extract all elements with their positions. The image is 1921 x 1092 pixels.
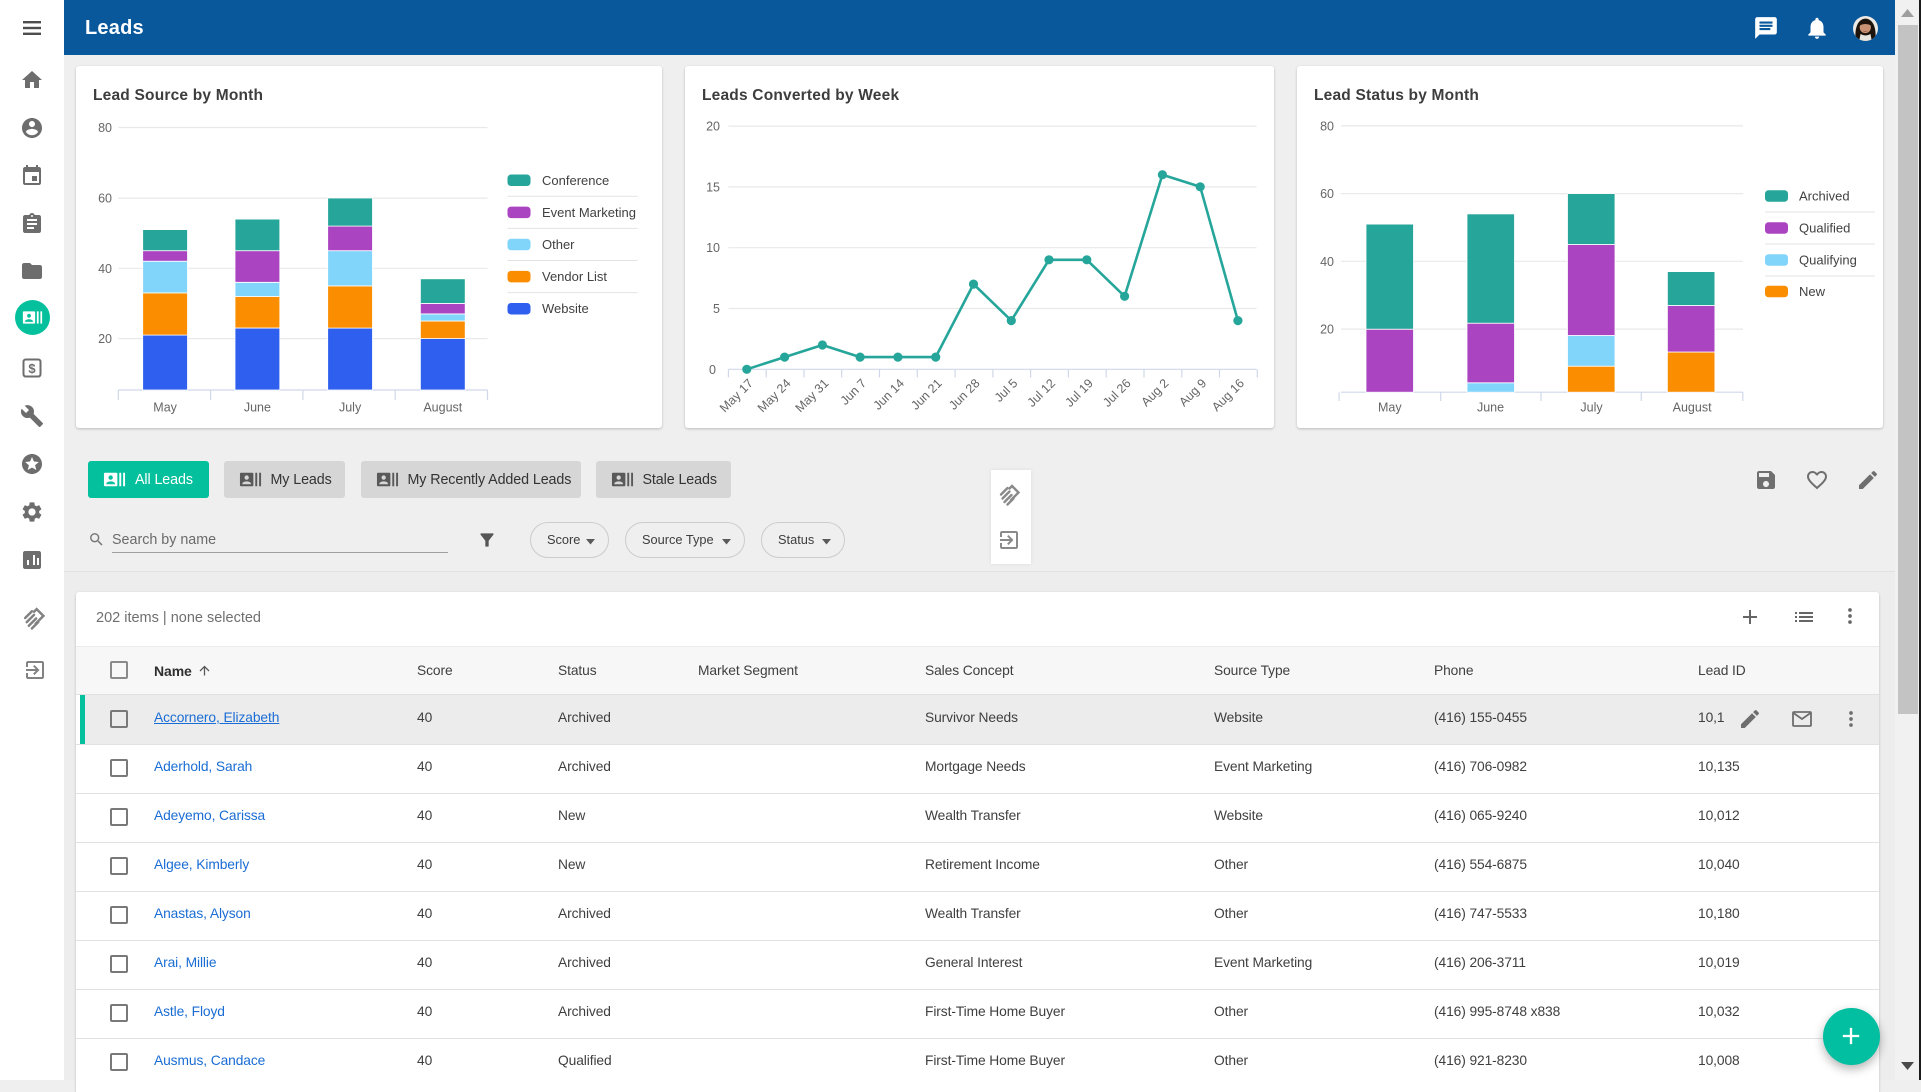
svg-text:10: 10 (706, 241, 720, 255)
svg-text:Qualifying: Qualifying (1799, 253, 1857, 268)
svg-text:Jun 28: Jun 28 (946, 376, 982, 412)
svg-text:May 17: May 17 (717, 376, 756, 415)
svg-text:Conference: Conference (542, 173, 609, 188)
svg-text:New: New (1799, 284, 1826, 299)
svg-text:Event Marketing: Event Marketing (542, 205, 636, 220)
svg-text:$: $ (28, 361, 36, 376)
svg-text:Jul 19: Jul 19 (1062, 376, 1096, 410)
svg-text:July: July (339, 401, 362, 415)
svg-text:Jul 5: Jul 5 (992, 376, 1021, 405)
svg-text:20: 20 (98, 332, 112, 346)
svg-text:Aug 9: Aug 9 (1176, 376, 1209, 409)
svg-text:Vendor List: Vendor List (542, 269, 607, 284)
svg-text:80: 80 (98, 121, 112, 135)
svg-text:60: 60 (98, 192, 112, 206)
svg-text:May: May (1378, 401, 1402, 415)
svg-text:June: June (244, 401, 271, 415)
svg-text:Website: Website (542, 301, 589, 316)
svg-text:Jun 21: Jun 21 (908, 376, 944, 412)
svg-text:15: 15 (706, 180, 720, 194)
svg-text:May 24: May 24 (755, 376, 794, 415)
svg-text:80: 80 (1320, 119, 1334, 133)
svg-text:May: May (153, 401, 177, 415)
svg-text:May 31: May 31 (793, 376, 832, 415)
svg-text:5: 5 (713, 302, 720, 316)
svg-text:20: 20 (1320, 323, 1334, 337)
svg-text:Archived: Archived (1799, 189, 1850, 204)
svg-text:Jun 7: Jun 7 (838, 376, 870, 408)
svg-text:Aug 16: Aug 16 (1209, 376, 1247, 414)
svg-text:40: 40 (98, 262, 112, 276)
svg-text:July: July (1580, 401, 1603, 415)
svg-text:August: August (423, 401, 462, 415)
svg-text:Jul 12: Jul 12 (1025, 376, 1059, 410)
svg-text:40: 40 (1320, 255, 1334, 269)
svg-text:Aug 2: Aug 2 (1139, 376, 1172, 409)
svg-text:Other: Other (542, 237, 575, 252)
svg-text:August: August (1673, 401, 1712, 415)
svg-text:Jun 14: Jun 14 (871, 376, 907, 412)
svg-text:0: 0 (709, 363, 716, 377)
svg-text:Qualified: Qualified (1799, 221, 1850, 236)
svg-text:June: June (1477, 401, 1504, 415)
svg-text:20: 20 (706, 120, 720, 134)
svg-text:60: 60 (1320, 187, 1334, 201)
svg-text:Jul 26: Jul 26 (1100, 376, 1134, 410)
